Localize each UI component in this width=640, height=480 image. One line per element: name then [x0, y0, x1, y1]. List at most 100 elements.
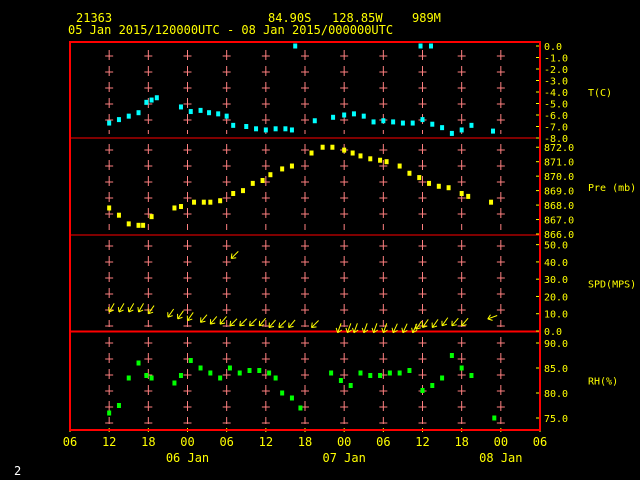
wind-barb: [381, 323, 388, 334]
wind-barb-shaft: [382, 323, 388, 333]
temperature-point: [418, 43, 423, 49]
temperature-point: [459, 127, 464, 133]
wind-barb-head: [487, 314, 491, 320]
wind-barb-head: [347, 329, 352, 334]
wind-barb-shaft: [128, 303, 135, 313]
pressure-point: [459, 191, 464, 197]
pressure-point: [240, 188, 245, 194]
temperature-point: [149, 97, 154, 103]
wind-barb-shaft: [311, 320, 319, 328]
x-tick-label: 00: [494, 435, 508, 449]
temperature-point: [410, 120, 415, 126]
y-tick-label: 867.0: [544, 216, 574, 227]
temperature-point: [136, 110, 141, 116]
wind-barb-shaft: [337, 323, 342, 333]
y-tick-label: -7.0: [544, 123, 568, 134]
temperature-point: [420, 117, 425, 123]
temperature-point: [381, 118, 386, 124]
y-tick-label: 75.0: [544, 414, 568, 425]
temperature-point: [371, 119, 376, 125]
x-date-label: 06 Jan: [166, 451, 209, 465]
wind-barb-shaft: [461, 317, 469, 327]
y-tick-label: -8.0: [544, 134, 568, 145]
wind-barb-shaft: [209, 316, 218, 325]
y-tick-label: 866.0: [544, 230, 574, 241]
temperature-point: [312, 118, 317, 124]
temperature-point: [361, 113, 366, 119]
x-tick-label: 12: [259, 435, 273, 449]
panel-grid: [70, 137, 540, 333]
y-tick-label: 30.0: [544, 275, 568, 286]
temperature-point: [293, 43, 298, 49]
humidity-point: [136, 360, 141, 366]
wind-barb: [186, 312, 194, 322]
axis-labels: 0.0-1.0-2.0-3.0-4.0-5.0-6.0-7.0-8.0T(C)8…: [63, 42, 636, 465]
wind-barb-head: [249, 320, 251, 326]
wind-barb-head: [391, 327, 394, 333]
wind-barb: [239, 318, 248, 327]
wind-barb-head: [108, 306, 110, 313]
pressure-point: [378, 157, 383, 163]
humidity-point: [338, 378, 343, 383]
y-tick-label: 50.0: [544, 241, 568, 252]
wind-barb-head: [220, 322, 226, 325]
wind-barb-head: [411, 327, 414, 333]
pressure-point: [136, 222, 141, 228]
y-tick-label: -5.0: [544, 100, 568, 111]
x-tick-label: 06: [376, 435, 390, 449]
y-tick-label: 871.0: [544, 158, 574, 169]
wind-barb-head: [128, 309, 134, 313]
humidity-point: [107, 410, 112, 416]
pressure-point: [342, 147, 347, 153]
wind-barb: [352, 323, 359, 334]
station-elevation: 989M: [412, 11, 441, 25]
pressure-point: [330, 144, 335, 150]
pressure-point: [231, 191, 236, 197]
humidity-point: [492, 415, 497, 421]
temperature-point: [154, 95, 159, 101]
wind-barb-head: [200, 320, 206, 323]
y-tick-label: 872.0: [544, 143, 574, 154]
humidity-point: [116, 403, 121, 408]
wind-barb-shaft: [108, 303, 115, 313]
humidity-point: [289, 395, 294, 401]
wind-barb-shaft: [229, 318, 238, 327]
wind-barb: [391, 323, 398, 334]
wind-barb: [127, 303, 135, 313]
pressure-point: [436, 183, 441, 189]
humidity-point: [449, 353, 454, 358]
pressure-point: [149, 214, 154, 220]
wind-barb-head: [363, 329, 369, 334]
humidity-point: [218, 375, 223, 381]
temperature-point: [449, 130, 454, 136]
wind-barb-head: [371, 327, 375, 333]
wind-barb: [401, 323, 408, 334]
pressure-point: [446, 185, 451, 191]
x-tick-label: 06: [63, 435, 77, 449]
humidity-point: [280, 390, 285, 396]
wind-barb-head: [278, 326, 284, 329]
y-tick-label: 40.0: [544, 258, 568, 269]
wind-barb: [209, 316, 218, 325]
x-tick-label: 18: [298, 435, 312, 449]
temperature-point: [430, 121, 435, 127]
wind-barb-shaft: [230, 251, 239, 259]
wind-barb-shaft: [422, 319, 429, 328]
wind-barb-shaft: [177, 310, 184, 320]
wind-barb: [421, 319, 429, 329]
wind-barb: [361, 323, 369, 334]
humidity-point: [329, 370, 334, 376]
wind-barb: [268, 319, 276, 329]
wind-barb-shaft: [415, 320, 423, 330]
y-tick-label: 869.0: [544, 187, 574, 198]
pressure-point: [358, 153, 363, 159]
panel-label: T(C): [588, 88, 612, 99]
wind-barb-head: [337, 329, 343, 334]
temperature-point: [491, 128, 495, 134]
wind-barb-head: [127, 306, 130, 313]
humidity-point: [459, 365, 464, 371]
wind-barb-shaft: [167, 308, 175, 318]
wind-barb-head: [137, 306, 140, 313]
wind-barb-head: [229, 324, 235, 327]
pressure-point: [417, 175, 422, 181]
